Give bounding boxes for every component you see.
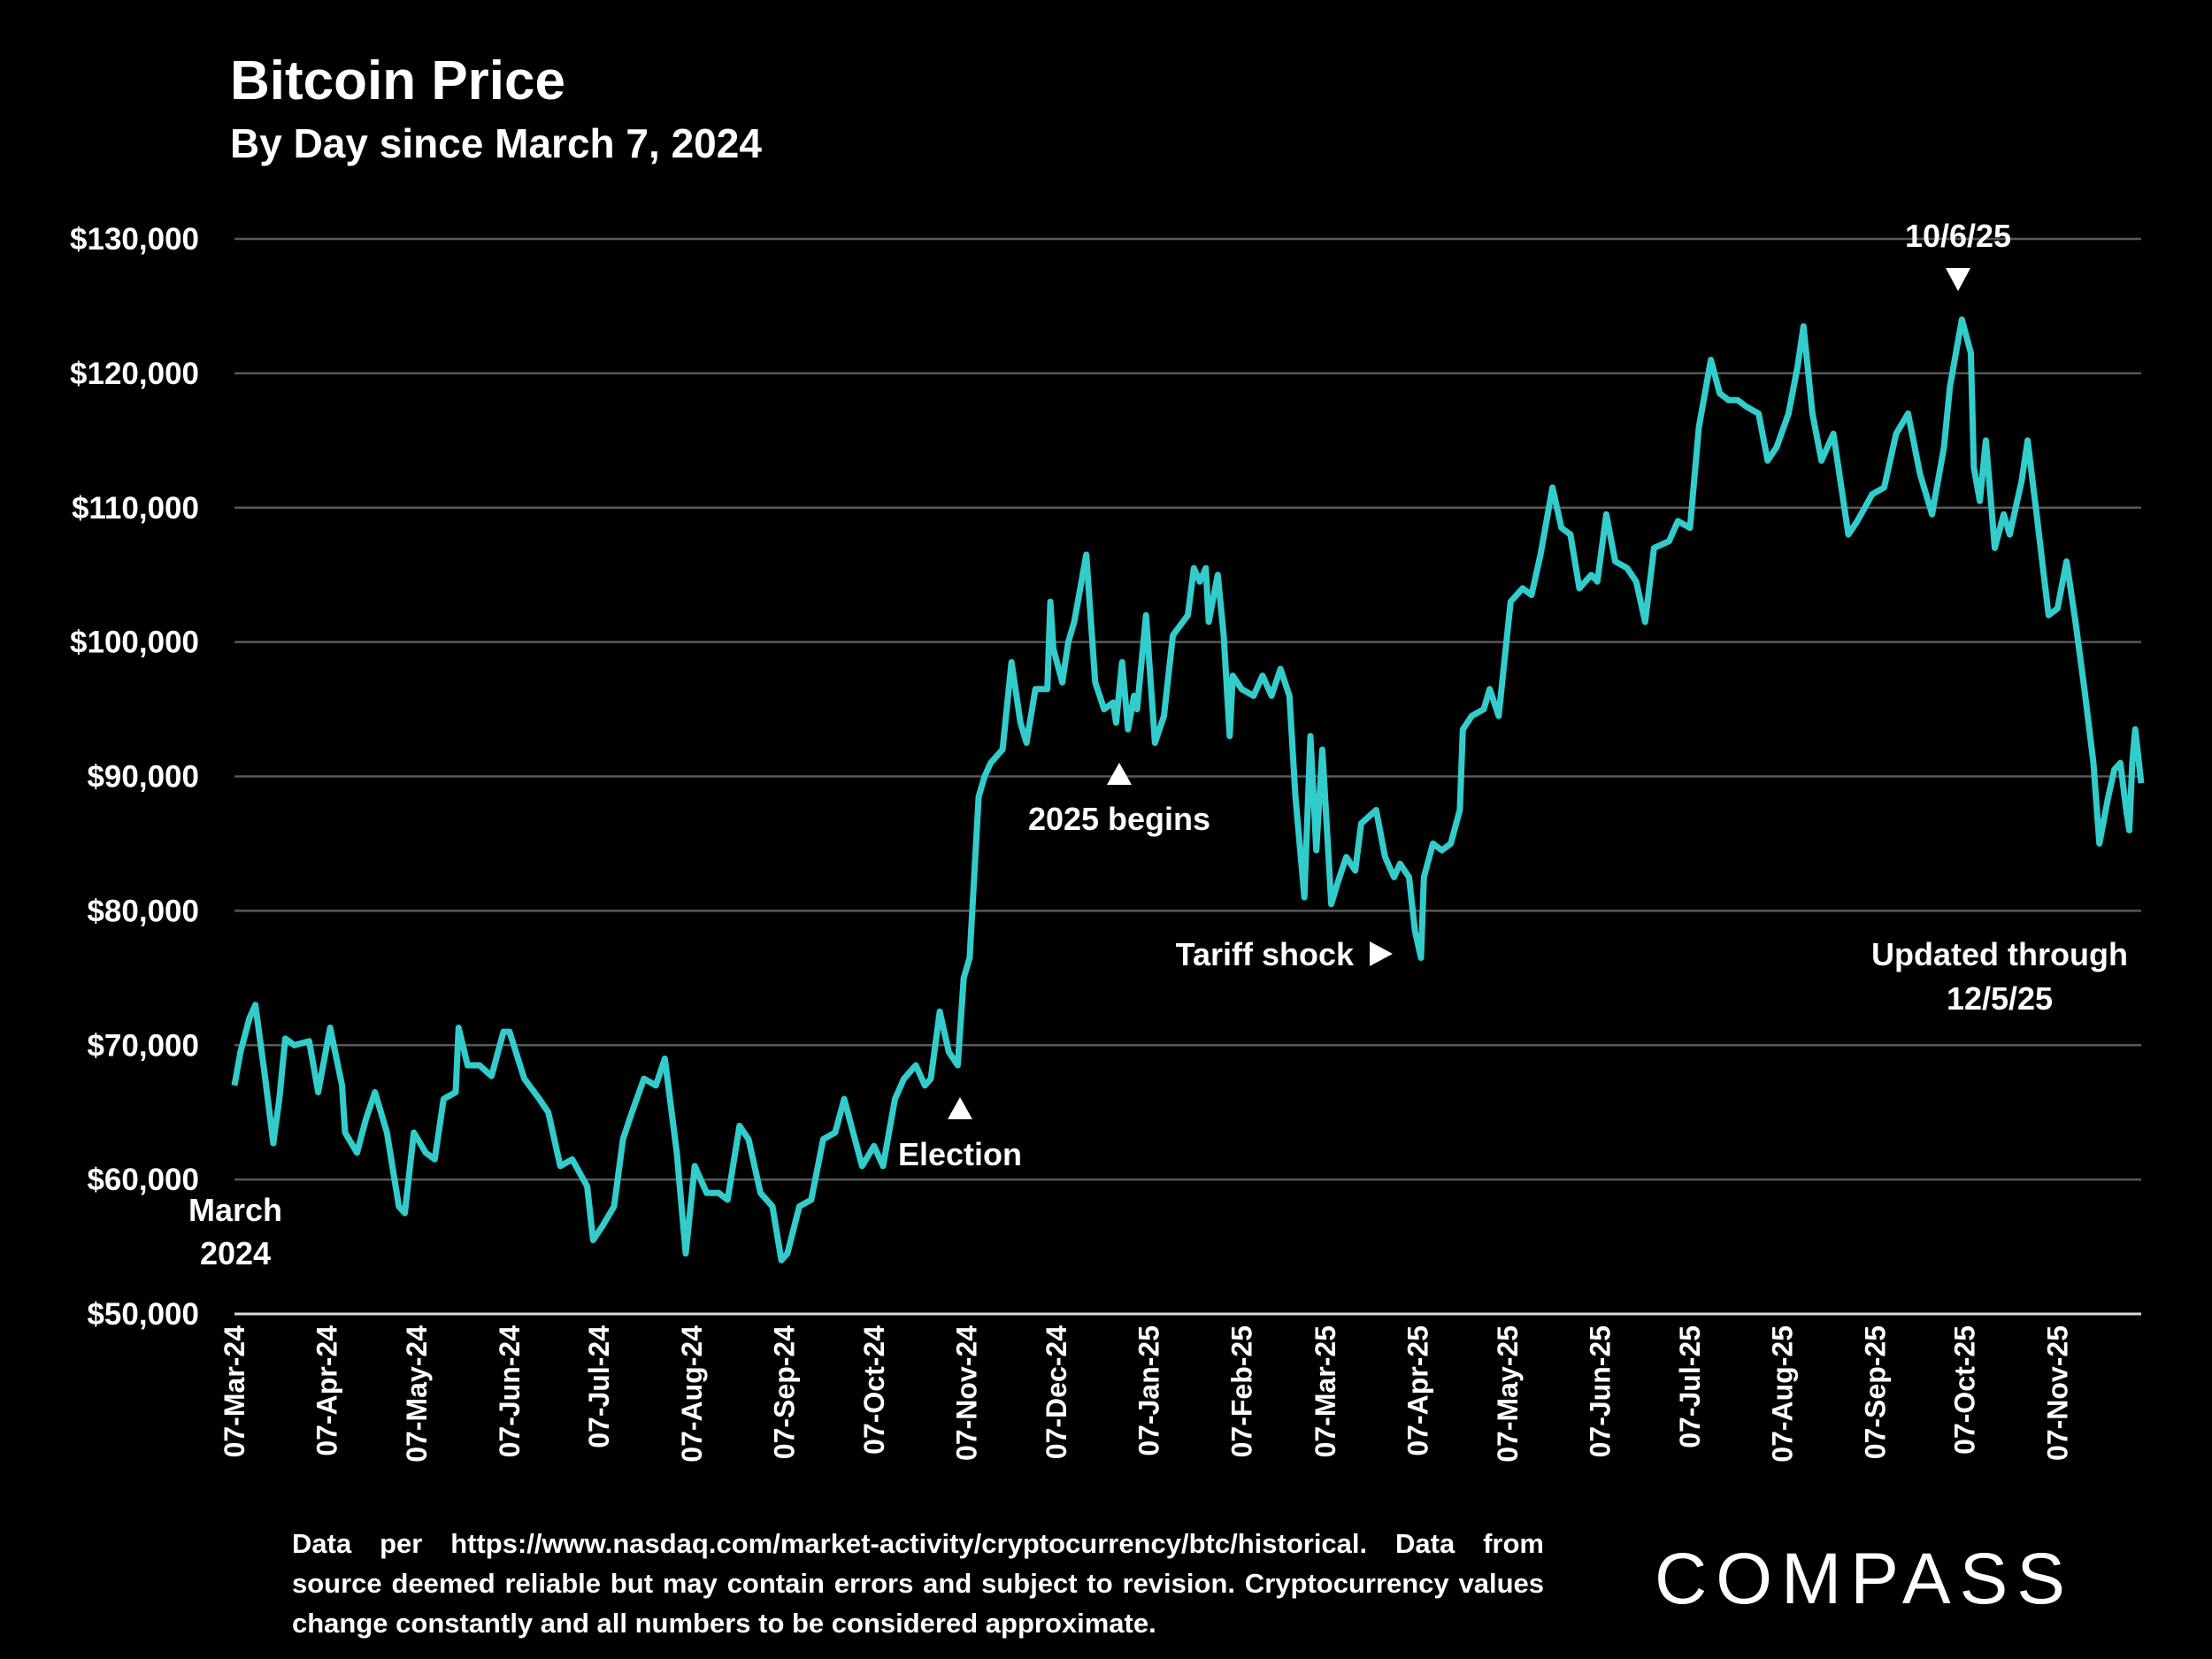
triangle-up-icon (948, 1097, 972, 1119)
x-tick-label: 07-May-25 (1492, 1325, 1524, 1463)
triangle-right-icon (1370, 941, 1393, 966)
triangle-down-icon (1946, 268, 1970, 291)
gridlines (234, 237, 2141, 1316)
annotation-election: Election (898, 1136, 1022, 1172)
x-tick-label: 07-Mar-25 (1310, 1325, 1341, 1457)
x-tick-label: 07-Jul-24 (583, 1325, 615, 1448)
x-tick-label: 07-Jan-25 (1133, 1325, 1165, 1456)
x-tick-label: 07-Feb-25 (1225, 1325, 1257, 1457)
x-tick-label: 07-Apr-25 (1402, 1325, 1434, 1456)
y-tick-label: $100,000 (70, 626, 199, 660)
y-tick-label: $120,000 (70, 357, 199, 391)
x-tick-label: 07-Nov-25 (2041, 1325, 2073, 1461)
price-line (231, 316, 2145, 1263)
x-tick-label: 07-Apr-24 (311, 1325, 343, 1456)
y-tick-label: $90,000 (87, 760, 199, 795)
annotation-updated-through: Updated through (1871, 936, 2128, 972)
x-tick-label: 07-Dec-24 (1041, 1325, 1072, 1459)
annotation-tariff-shock: Tariff shock (1176, 936, 1355, 972)
annotation-updated-date: 12/5/25 (1947, 980, 2053, 1017)
x-tick-label: 07-Aug-25 (1767, 1325, 1799, 1463)
x-tick-label: 07-Jun-24 (494, 1325, 526, 1458)
x-tick-label: 07-Aug-24 (676, 1325, 708, 1463)
chart-title: Bitcoin Price (230, 50, 565, 111)
x-tick-label: 07-May-24 (401, 1325, 433, 1463)
y-axis-ticks: $50,000 $60,000 $70,000 $80,000 $90,000 $100,… (70, 222, 199, 1332)
chart-subtitle: By Day since March 7, 2024 (230, 120, 762, 166)
y-tick-label: $80,000 (87, 894, 199, 928)
compass-logo: COMPASS (1655, 1539, 2074, 1619)
annotation-march-2024: March (188, 1192, 282, 1228)
x-axis-ticks: 07-Mar-24 07-Apr-24 07-May-24 07-Jun-24 07-J… (219, 1325, 2073, 1463)
y-tick-label: $70,000 (87, 1028, 199, 1063)
triangle-up-icon (1107, 763, 1132, 785)
annotation-2025-begins: 2025 begins (1028, 801, 1210, 837)
y-tick-label: $110,000 (72, 491, 199, 526)
y-tick-label: $50,000 (87, 1297, 199, 1332)
y-tick-label: $60,000 (87, 1163, 199, 1197)
x-tick-label: 07-Oct-25 (1949, 1325, 1981, 1455)
annotation-march-2024-year: 2024 (200, 1235, 271, 1271)
y-tick-label: $130,000 (70, 222, 199, 257)
x-tick-label: 07-Mar-24 (219, 1325, 250, 1458)
x-tick-label: 07-Sep-25 (1859, 1325, 1891, 1459)
x-tick-label: 07-Jul-25 (1674, 1325, 1706, 1448)
x-tick-label: 07-Oct-24 (858, 1325, 890, 1455)
x-tick-label: 07-Sep-24 (769, 1325, 801, 1459)
x-tick-label: 07-Jun-25 (1585, 1325, 1617, 1457)
x-tick-label: 07-Nov-24 (951, 1325, 983, 1461)
source-footnote: Data per https://www.nasdaq.com/market-a… (292, 1528, 1544, 1639)
annotation-peak-date: 10/6/25 (1905, 218, 2011, 254)
